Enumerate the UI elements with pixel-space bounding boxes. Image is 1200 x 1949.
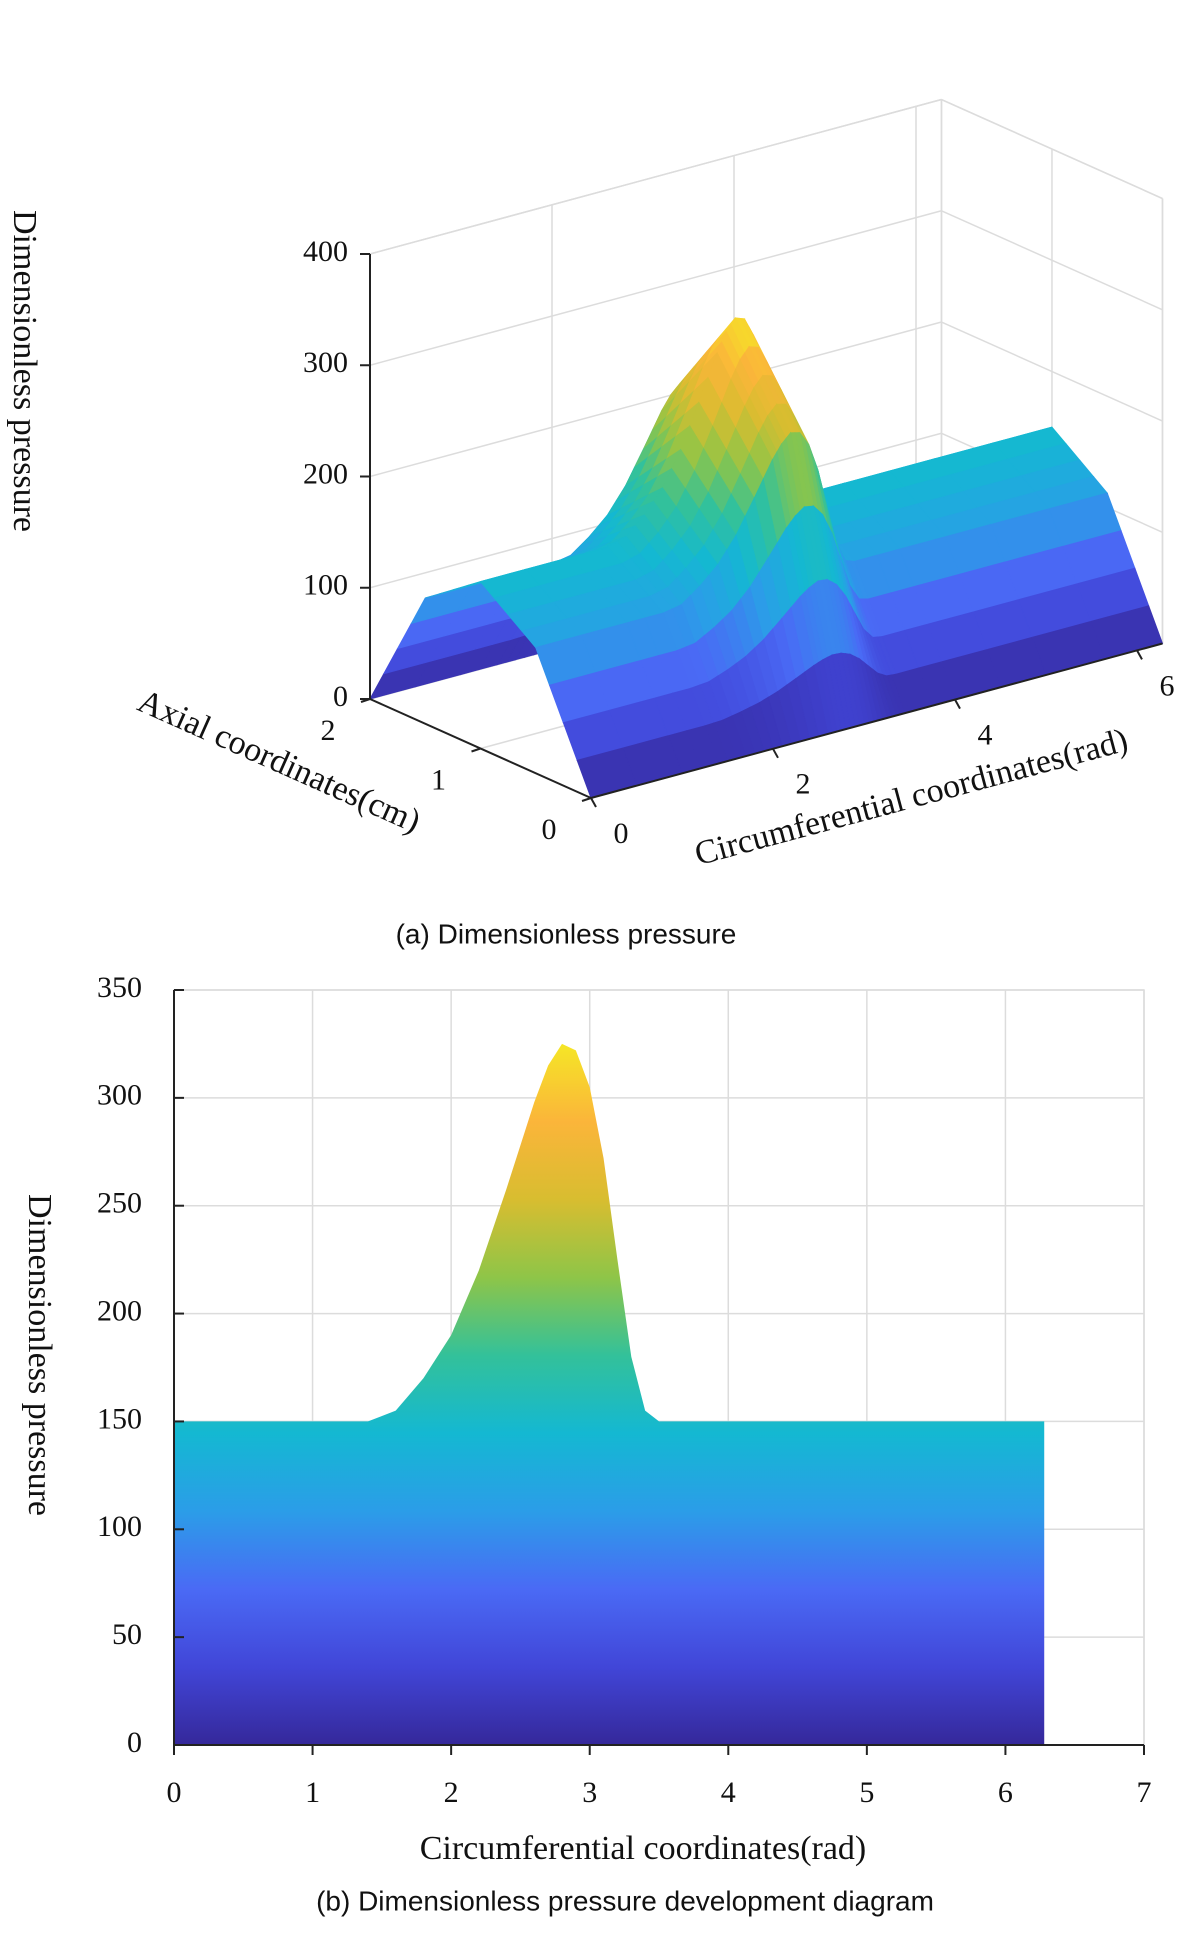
z-axis-title: Dimensionless pressure xyxy=(6,210,43,532)
z-tick-label: 300 xyxy=(303,346,348,379)
y-tick xyxy=(954,699,961,710)
y-axis xyxy=(590,642,1163,799)
grid-line xyxy=(369,98,942,255)
area xyxy=(174,1043,1045,1745)
z-tick-label: 0 xyxy=(333,680,348,713)
x-tick-label: 0 xyxy=(167,1776,182,1809)
x-tick-label: 5 xyxy=(859,1776,874,1809)
x-tick-label: 2 xyxy=(444,1776,459,1809)
y-tick-label: 200 xyxy=(97,1294,142,1327)
x-tick-label: 6 xyxy=(998,1776,1013,1809)
y-tick xyxy=(772,748,779,759)
x-tick-label: 2 xyxy=(321,714,336,747)
x-tick-label: 1 xyxy=(305,1776,320,1809)
x-tick xyxy=(581,797,592,802)
x-tick xyxy=(471,747,481,753)
y-tick-label: 6 xyxy=(1160,669,1175,702)
caption: (b) Dimensionless pressure development d… xyxy=(316,1885,934,1916)
y-tick xyxy=(1136,649,1143,660)
grid-line xyxy=(369,321,942,478)
x-tick-label: 7 xyxy=(1137,1776,1152,1809)
y-tick-label: 0 xyxy=(127,1726,142,1759)
x-tick-label: 4 xyxy=(721,1776,736,1809)
x-tick xyxy=(360,698,371,703)
y-tick-label: 2 xyxy=(796,768,811,801)
z-tick-label: 400 xyxy=(303,235,348,268)
y-tick-label: 100 xyxy=(97,1510,142,1543)
y-tick-label: 350 xyxy=(97,971,142,1004)
y-tick-label: 0 xyxy=(614,817,629,850)
y-tick-label: 4 xyxy=(978,718,993,751)
x-axis-title: Circumferential coordinates(rad) xyxy=(420,1830,867,1867)
z-tick-label: 200 xyxy=(303,457,348,490)
caption: (a) Dimensionless pressure xyxy=(396,918,737,949)
y-tick-label: 250 xyxy=(97,1187,142,1220)
y-tick-label: 50 xyxy=(112,1618,142,1651)
z-tick-label: 100 xyxy=(303,569,348,602)
y-tick-label: 150 xyxy=(97,1402,142,1435)
x-tick-label: 3 xyxy=(582,1776,597,1809)
y-tick xyxy=(590,797,597,808)
grid-line xyxy=(369,210,942,366)
x-tick-label: 1 xyxy=(431,763,446,796)
x-tick-label: 0 xyxy=(542,813,557,846)
x-axis-title: Axial coordinates(cm) xyxy=(132,683,426,841)
y-axis-title: Dimensionless pressure xyxy=(21,1194,58,1516)
y-tick-label: 300 xyxy=(97,1079,142,1112)
